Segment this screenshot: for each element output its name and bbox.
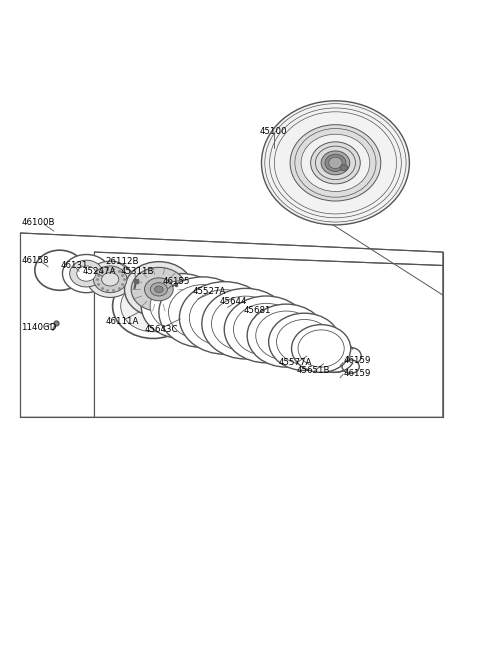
Ellipse shape (62, 255, 110, 293)
Ellipse shape (144, 278, 173, 301)
Ellipse shape (224, 296, 308, 363)
Text: 45247A: 45247A (83, 267, 116, 276)
Text: 46111A: 46111A (106, 317, 139, 326)
Text: 45527A: 45527A (192, 287, 226, 296)
Ellipse shape (150, 283, 168, 296)
Text: 46158: 46158 (22, 255, 49, 265)
Ellipse shape (269, 313, 340, 371)
Ellipse shape (124, 261, 193, 317)
Text: 45100: 45100 (259, 127, 287, 136)
Polygon shape (21, 233, 443, 417)
Ellipse shape (321, 151, 350, 175)
Ellipse shape (340, 348, 361, 365)
Ellipse shape (256, 311, 317, 360)
Ellipse shape (270, 108, 401, 217)
Ellipse shape (102, 272, 119, 286)
Ellipse shape (301, 134, 370, 191)
Text: 45643C: 45643C (144, 326, 178, 335)
Ellipse shape (94, 266, 127, 293)
Ellipse shape (311, 142, 360, 184)
Ellipse shape (329, 157, 342, 168)
Ellipse shape (70, 260, 103, 287)
Text: 46159: 46159 (344, 369, 372, 378)
Text: 45311B: 45311B (120, 267, 154, 276)
Text: 1140GD: 1140GD (22, 323, 57, 332)
Text: 45681: 45681 (244, 307, 271, 315)
Text: 45651B: 45651B (296, 366, 330, 375)
Ellipse shape (35, 250, 84, 290)
Ellipse shape (113, 274, 194, 339)
Ellipse shape (233, 303, 299, 356)
Ellipse shape (120, 280, 186, 332)
Ellipse shape (291, 325, 351, 372)
Ellipse shape (342, 360, 360, 373)
Text: 45577A: 45577A (278, 358, 312, 367)
Text: 45644: 45644 (220, 297, 248, 306)
Ellipse shape (202, 288, 289, 359)
Polygon shape (95, 252, 443, 417)
Ellipse shape (168, 285, 237, 340)
Ellipse shape (340, 165, 348, 170)
Ellipse shape (180, 282, 270, 354)
Ellipse shape (325, 155, 346, 172)
Ellipse shape (87, 261, 133, 297)
Ellipse shape (298, 330, 344, 367)
Ellipse shape (155, 286, 163, 293)
Ellipse shape (190, 290, 260, 346)
Ellipse shape (141, 274, 222, 339)
Text: 26112B: 26112B (106, 257, 139, 266)
Ellipse shape (290, 124, 381, 201)
Text: 46159: 46159 (344, 356, 372, 365)
Ellipse shape (247, 304, 325, 367)
Text: 46131: 46131 (61, 261, 88, 270)
Ellipse shape (276, 320, 332, 364)
Ellipse shape (212, 296, 280, 351)
Ellipse shape (77, 266, 96, 281)
Text: 46155: 46155 (163, 276, 190, 286)
Ellipse shape (150, 281, 214, 331)
Ellipse shape (131, 267, 187, 311)
Text: 46100B: 46100B (22, 218, 55, 227)
Ellipse shape (314, 340, 355, 372)
Ellipse shape (159, 277, 247, 348)
Ellipse shape (262, 101, 409, 225)
